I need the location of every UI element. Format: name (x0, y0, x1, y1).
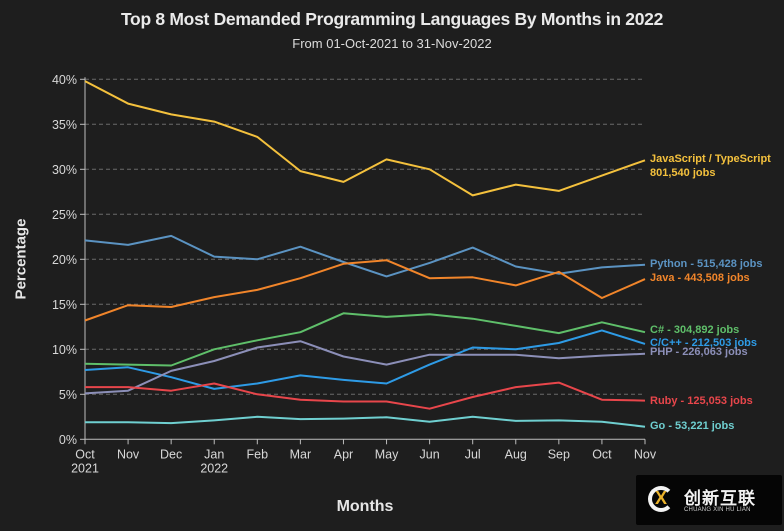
series-label-jobs: 801,540 jobs (650, 167, 715, 179)
x-tick-label: Oct (75, 447, 95, 461)
series-line-python (84, 234, 646, 278)
y-tick-label: 25% (52, 208, 77, 222)
x-tick-sublabel: 2021 (71, 461, 99, 475)
gridlines (85, 78, 645, 395)
x-tick-label: Apr (334, 447, 353, 461)
series-label: C/C++ - 212,503 jobs (650, 337, 757, 349)
series-lines (84, 80, 646, 428)
series-label: Python - 515,428 jobs (650, 258, 762, 270)
chart-title: Top 8 Most Demanded Programming Language… (120, 9, 664, 29)
brand-name-chinese: 创新互联 (684, 489, 756, 509)
chart-subtitle: From 01-Oct-2021 to 31-Nov-2022 (292, 36, 492, 51)
x-tick-label: Sep (548, 447, 570, 461)
x-tick-sublabel: 2022 (200, 461, 228, 475)
y-tick-label: 15% (52, 298, 77, 312)
x-tick-label: Nov (117, 447, 140, 461)
y-tick-label: 0% (59, 433, 77, 447)
brand-logo-x: X (655, 488, 668, 508)
series-label: C# - 304,892 jobs (650, 324, 739, 336)
x-tick-label: Aug (505, 447, 527, 461)
y-tick-label: 20% (52, 253, 77, 267)
series-line-java (84, 259, 646, 322)
x-axis-label: Months (336, 498, 394, 515)
x-tick-label: May (375, 447, 399, 461)
series-line-javascript-typescript (84, 80, 646, 197)
brand-logo-icon (648, 486, 674, 512)
y-tick-label: 10% (52, 343, 77, 357)
y-tick-label: 35% (52, 118, 77, 132)
x-tick-label: Jan (204, 447, 224, 461)
series-label: JavaScript / TypeScript (650, 153, 771, 165)
x-tick-label: Oct (592, 447, 612, 461)
y-tick-label: 5% (59, 388, 77, 402)
series-line-c-c- (84, 329, 646, 390)
series-label: PHP - 226,063 jobs (650, 346, 748, 358)
series-line-go (85, 415, 646, 428)
brand-name-pinyin: CHUANG XIN HU LIAN (684, 507, 751, 513)
x-tick-label: Dec (160, 447, 182, 461)
series-line-ruby (85, 381, 646, 410)
x-tick-label: Mar (290, 447, 312, 461)
watermark-logo: X 创新互联 CHUANG XIN HU LIAN (636, 475, 782, 525)
series-label: Go - 53,221 jobs (650, 420, 734, 432)
x-tick-label: Jul (465, 447, 481, 461)
series-line-php (84, 340, 646, 395)
y-tick-label: 40% (52, 73, 77, 87)
x-tick-label: Nov (634, 447, 657, 461)
series-label: Java - 443,508 jobs (650, 272, 750, 284)
series-label: Ruby - 125,053 jobs (650, 395, 753, 407)
x-tick-label: Jun (420, 447, 440, 461)
y-tick-label: 30% (52, 163, 77, 177)
series-labels: JavaScript / TypeScript 801,540 jobs Pytho… (650, 153, 771, 432)
x-tick-label: Feb (247, 447, 269, 461)
series-line-c- (84, 312, 646, 367)
